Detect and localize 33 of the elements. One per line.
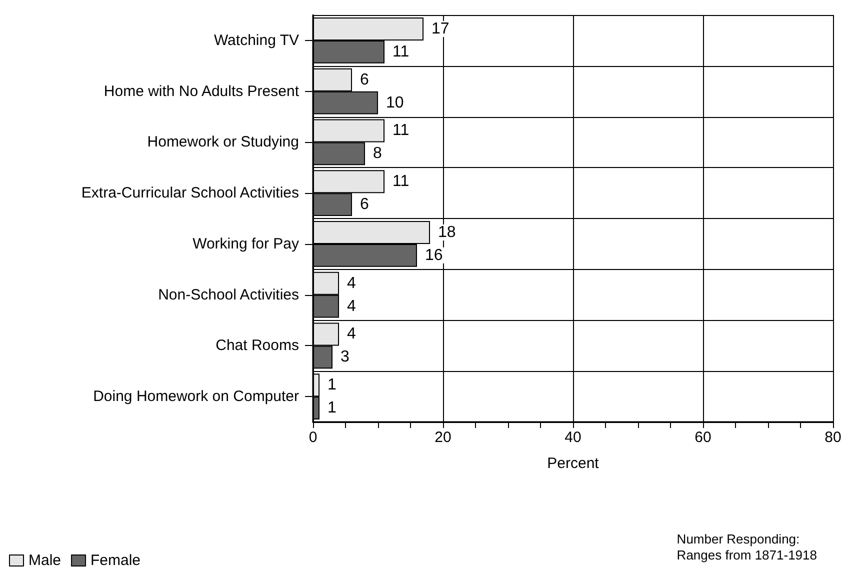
data-label: 11 <box>392 43 410 60</box>
data-label: 18 <box>438 224 456 241</box>
data-label: 4 <box>347 274 356 292</box>
y-tick-label: Extra-Curricular School Activities <box>81 184 299 202</box>
data-label: 4 <box>347 298 356 315</box>
x-tick-label: 40 <box>564 429 582 446</box>
data-label: 4 <box>347 326 356 343</box>
data-label: 6 <box>360 71 369 88</box>
legend-label: Male <box>28 552 62 569</box>
y-tick-label: Homework or Studying <box>147 134 299 151</box>
data-label: 11 <box>392 122 410 140</box>
data-label: 11 <box>392 173 410 190</box>
y-tick-label: Non-School Activities <box>158 286 299 304</box>
data-label: 16 <box>425 246 443 264</box>
data-label: 10 <box>386 94 404 112</box>
x-tick-label: 60 <box>694 429 712 446</box>
data-label: 8 <box>373 145 382 162</box>
x-tick-label: 0 <box>308 429 318 446</box>
x-axis-title: Percent <box>547 455 600 472</box>
y-tick-label: Working for Pay <box>192 235 300 252</box>
x-tick-label: 20 <box>434 429 452 446</box>
x-tick-label: 80 <box>824 429 842 446</box>
text: Number Responding: Ranges from 1871-1918 <box>676 532 817 562</box>
data-label: 17 <box>432 20 450 38</box>
y-tick-label: Watching TV <box>214 32 299 49</box>
y-tick-label: Doing Homework on Computer <box>93 388 300 406</box>
data-label: 3 <box>340 348 350 366</box>
legend-label: Female <box>90 552 141 569</box>
y-tick-label: Chat Rooms <box>216 337 299 354</box>
y-tick-label: Home with No Adults Present <box>104 82 300 100</box>
data-label: 1 <box>328 376 336 394</box>
data-label: 1 <box>328 400 336 417</box>
data-label: 6 <box>360 196 369 214</box>
